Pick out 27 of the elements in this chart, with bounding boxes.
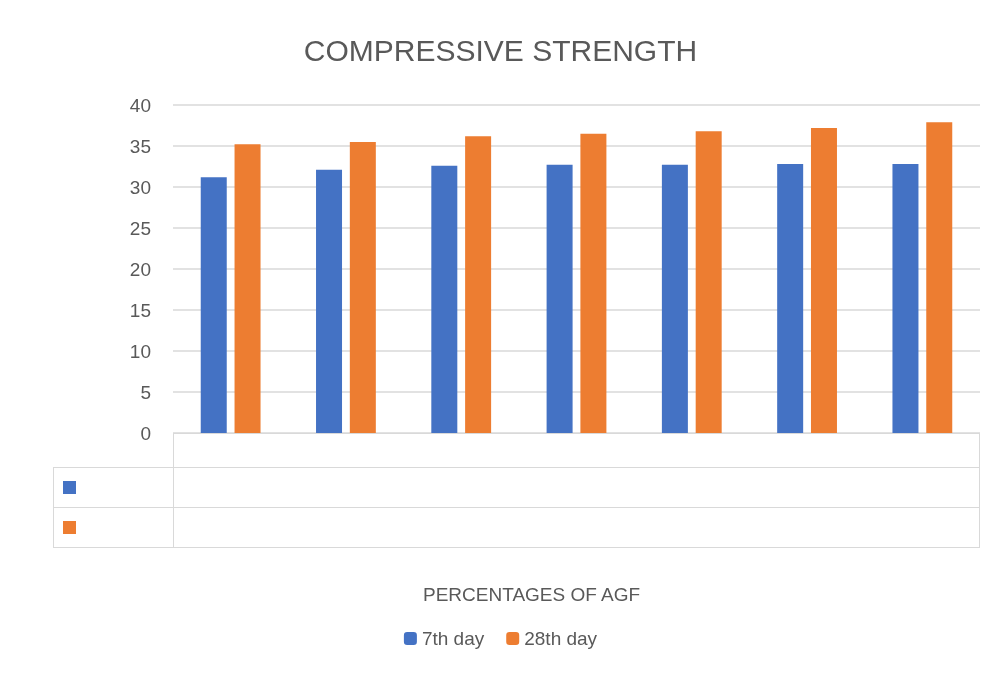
y-tick-label: 5 — [140, 381, 151, 403]
y-tick-label: 0 — [140, 422, 151, 444]
legend-label: 7th day — [421, 628, 485, 649]
bar — [316, 169, 343, 433]
bar — [200, 177, 227, 433]
text: PERCENTAGES OF AGF — [423, 584, 641, 605]
y-tick-label: 40 — [129, 94, 151, 116]
bar — [810, 127, 837, 433]
y-tick-label: 15 — [129, 299, 151, 321]
y-tick-label: 30 — [129, 176, 151, 198]
bar — [431, 165, 458, 433]
bar — [661, 164, 688, 433]
bar — [926, 122, 953, 433]
y-tick-label: 20 — [129, 258, 151, 280]
bar — [465, 136, 492, 433]
bar — [777, 164, 804, 433]
legend-label: 28th day — [524, 628, 598, 649]
bar — [546, 164, 573, 433]
bar — [695, 131, 722, 433]
bar — [349, 141, 376, 433]
bar — [234, 144, 261, 433]
bar — [580, 133, 607, 433]
y-tick-label: 35 — [129, 135, 151, 157]
chart-title: COMPRESSIVE STRENGTH — [303, 33, 698, 67]
bar — [892, 164, 919, 433]
y-tick-label: 25 — [129, 217, 151, 239]
y-tick-label: 10 — [129, 340, 151, 362]
